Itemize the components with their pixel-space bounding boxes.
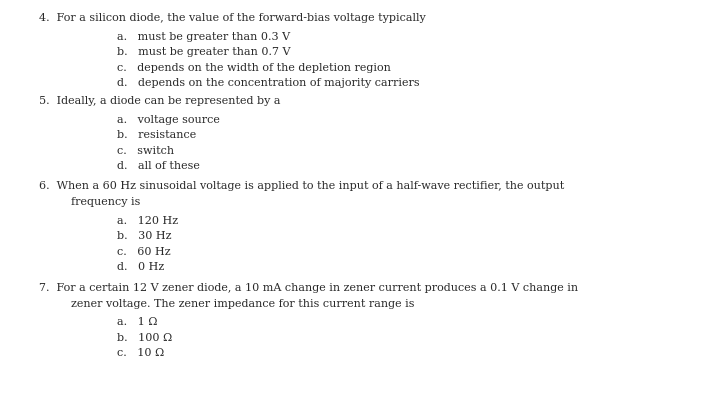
Text: b.   100 Ω: b. 100 Ω	[117, 333, 172, 343]
Text: c.   60 Hz: c. 60 Hz	[117, 247, 170, 256]
Text: d.   0 Hz: d. 0 Hz	[117, 262, 164, 272]
Text: 7.  For a certain 12 V zener diode, a 10 mA change in zener current produces a 0: 7. For a certain 12 V zener diode, a 10 …	[39, 283, 578, 293]
Text: a.   1 Ω: a. 1 Ω	[117, 317, 157, 327]
Text: d.   all of these: d. all of these	[117, 161, 199, 171]
Text: c.   10 Ω: c. 10 Ω	[117, 348, 164, 358]
Text: frequency is: frequency is	[71, 197, 140, 207]
Text: c.   depends on the width of the depletion region: c. depends on the width of the depletion…	[117, 63, 390, 72]
Text: a.   voltage source: a. voltage source	[117, 115, 220, 125]
Text: 6.  When a 60 Hz sinusoidal voltage is applied to the input of a half-wave recti: 6. When a 60 Hz sinusoidal voltage is ap…	[39, 181, 564, 191]
Text: 4.  For a silicon diode, the value of the forward-bias voltage typically: 4. For a silicon diode, the value of the…	[39, 13, 426, 23]
Text: zener voltage. The zener impedance for this current range is: zener voltage. The zener impedance for t…	[71, 299, 414, 309]
Text: b.   must be greater than 0.7 V: b. must be greater than 0.7 V	[117, 47, 290, 57]
Text: d.   depends on the concentration of majority carriers: d. depends on the concentration of major…	[117, 78, 419, 88]
Text: a.   120 Hz: a. 120 Hz	[117, 216, 177, 225]
Text: b.   resistance: b. resistance	[117, 130, 196, 140]
Text: c.   switch: c. switch	[117, 146, 174, 155]
Text: 5.  Ideally, a diode can be represented by a: 5. Ideally, a diode can be represented b…	[39, 96, 281, 106]
Text: a.   must be greater than 0.3 V: a. must be greater than 0.3 V	[117, 32, 290, 42]
Text: b.   30 Hz: b. 30 Hz	[117, 231, 171, 241]
